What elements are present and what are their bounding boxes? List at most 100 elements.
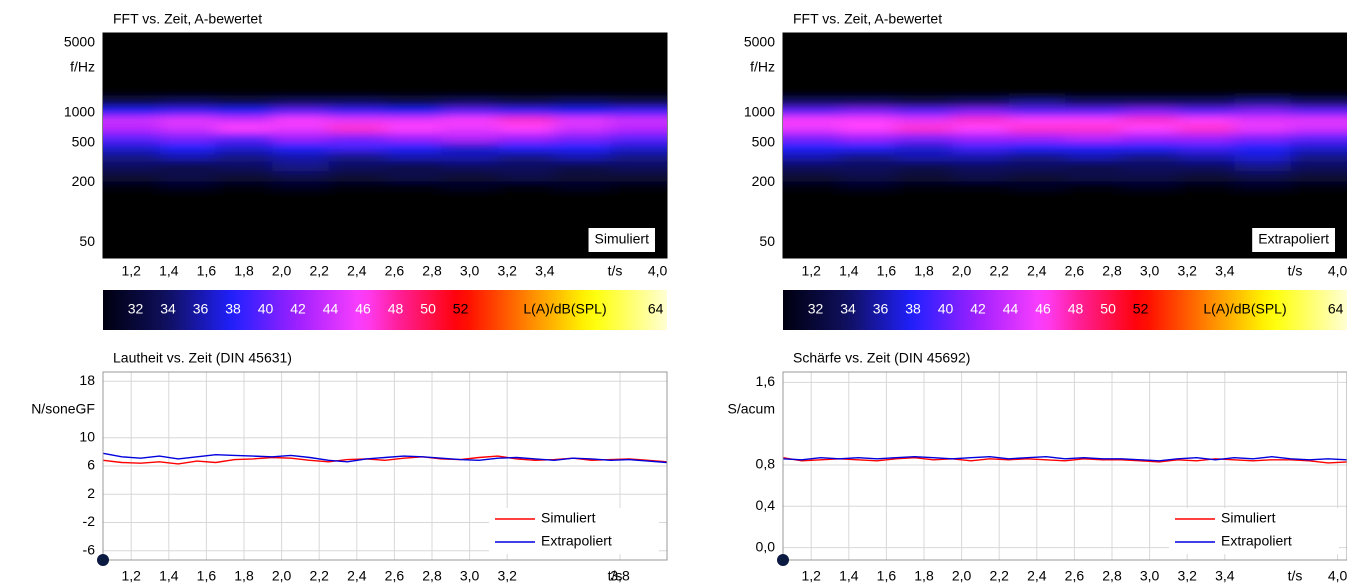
heat-cell <box>385 133 442 143</box>
series-line <box>102 452 668 464</box>
x-tick-label: 1,2 <box>801 263 821 279</box>
heat-cell <box>385 181 442 193</box>
heat-cell <box>1234 181 1291 193</box>
x-tick-label: 2,4 <box>347 568 367 584</box>
heat-cell <box>215 95 273 108</box>
x-tick-label: 4,0 <box>1328 568 1347 584</box>
heat-cell <box>783 181 840 193</box>
heat-cell <box>895 171 953 182</box>
x-tick-label: 1,8 <box>234 263 254 279</box>
y-tick-label: 1000 <box>744 103 775 119</box>
heat-cell <box>159 181 216 193</box>
legend-label: Extrapoliert <box>1221 533 1292 549</box>
colorbar-tick-label: 52 <box>453 301 469 317</box>
x-tick-label: 3,2 <box>497 263 517 279</box>
heat-cell <box>839 116 896 124</box>
spectrogram-cells <box>783 95 1347 193</box>
heat-cell <box>103 152 160 162</box>
heat-cell <box>385 116 442 124</box>
chart-title: Schärfe vs. Zeit (DIN 45692) <box>793 350 970 366</box>
x-tick-label: 2,6 <box>385 568 405 584</box>
heat-cell <box>272 95 329 108</box>
heat-cell <box>952 171 1009 182</box>
heat-cell <box>952 107 1009 117</box>
x-tick-label: 2,4 <box>347 263 367 279</box>
x-tick-label: 1,6 <box>877 568 897 584</box>
x-axis-label: t/s <box>608 263 623 279</box>
x-tick-label: 1,2 <box>801 568 821 584</box>
heat-cell <box>103 95 160 108</box>
heat-cell <box>1234 171 1291 182</box>
x-tick-label: 3,4 <box>1215 263 1235 279</box>
heat-cell <box>215 171 273 182</box>
colorbar-label: L(A)/dB(SPL) <box>523 301 606 317</box>
heat-cell <box>385 161 442 172</box>
x-tick-label: 2,8 <box>1102 568 1122 584</box>
heat-cell <box>952 181 1009 193</box>
x-tick-label: 2,8 <box>422 568 442 584</box>
heat-cell <box>328 161 385 172</box>
heat-cell <box>385 107 442 117</box>
x-axis-label: t/s <box>1288 263 1303 279</box>
x-tick-label: 1,8 <box>914 263 934 279</box>
heat-cell <box>272 161 329 172</box>
heat-cell <box>952 161 1009 172</box>
heat-cell <box>1177 171 1235 182</box>
heat-cell <box>1065 181 1122 193</box>
heat-cell <box>1290 107 1347 117</box>
heat-cell <box>1177 161 1235 172</box>
heat-cell <box>1008 123 1065 134</box>
heat-cell <box>385 123 442 134</box>
x-axis-label: t/s <box>1288 568 1303 584</box>
y-tick-label: 500 <box>752 133 776 149</box>
heat-cell <box>1008 181 1065 193</box>
x-tick-label: 2,6 <box>1065 263 1085 279</box>
heat-cell <box>441 142 498 153</box>
legend-box <box>1169 508 1339 554</box>
heat-cell <box>1121 116 1178 124</box>
heat-cell <box>610 152 667 162</box>
origin-dot <box>777 554 789 566</box>
heat-cell <box>1290 95 1347 108</box>
heat-cell <box>610 95 667 108</box>
y-tick-label: 0,0 <box>756 538 776 554</box>
x-tick-label: 1,4 <box>839 568 859 584</box>
annotation: Simuliert <box>595 231 650 247</box>
heat-cell <box>1008 152 1065 162</box>
heat-cell <box>1290 161 1347 172</box>
heat-cell <box>1065 95 1122 108</box>
heat-cell <box>328 116 385 124</box>
heat-cell <box>441 107 498 117</box>
x-tick-label: 3,0 <box>460 263 480 279</box>
heat-cell <box>1290 116 1347 124</box>
heat-cell <box>1177 123 1235 134</box>
y-tick-label: -2 <box>83 513 96 529</box>
colorbar-tick-label: 38 <box>905 301 921 317</box>
x-tick-label: 1,6 <box>197 263 217 279</box>
heat-cell <box>1121 152 1178 162</box>
heat-cell <box>328 171 385 182</box>
x-tick-label: 2,0 <box>272 263 292 279</box>
heat-cell <box>895 152 953 162</box>
heat-cell <box>328 152 385 162</box>
heat-cell <box>103 161 160 172</box>
heat-cell <box>1290 123 1347 134</box>
spectrogram <box>783 95 1347 193</box>
heat-cell <box>1234 142 1291 153</box>
heat-cell <box>554 142 611 153</box>
colorbar-tick-label: 46 <box>355 301 371 317</box>
colorbar-tick-label: 50 <box>420 301 436 317</box>
heat-cell <box>1234 116 1291 124</box>
y-tick-label: 200 <box>72 173 96 189</box>
heat-cell <box>215 133 273 143</box>
heat-cell <box>1065 161 1122 172</box>
heat-cell <box>441 152 498 162</box>
heat-cell <box>497 95 555 108</box>
heat-cell <box>895 116 953 124</box>
colorbar-tick-label: 32 <box>128 301 144 317</box>
heat-cell <box>497 161 555 172</box>
heat-cell <box>272 107 329 117</box>
heat-cell <box>497 181 555 193</box>
heat-cell <box>1290 171 1347 182</box>
